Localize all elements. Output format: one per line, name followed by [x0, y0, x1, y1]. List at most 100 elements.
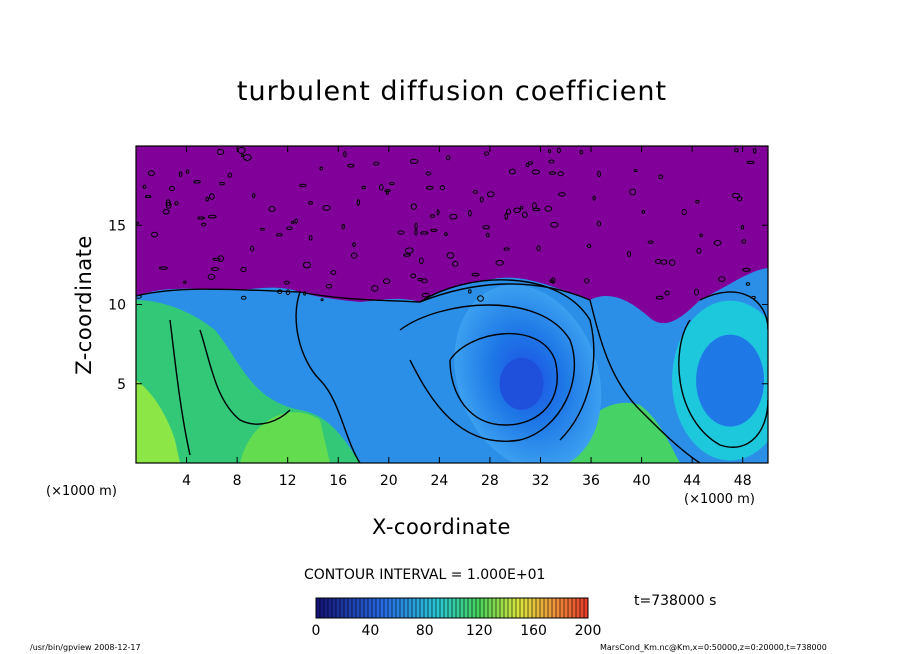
contour-speck — [536, 245, 541, 252]
x-tick-label: 44 — [683, 473, 701, 489]
colorbar-cell — [556, 598, 561, 618]
contour-speck — [216, 148, 225, 156]
contour-speck — [303, 291, 307, 296]
field-eddy-core — [499, 357, 544, 410]
contour-speck — [183, 280, 187, 284]
contour-speck — [319, 166, 324, 171]
contour-speck — [519, 205, 524, 210]
colorbar-cell — [520, 598, 525, 618]
contour-speck — [378, 184, 384, 191]
colorbar-cell — [560, 598, 565, 618]
colorbar-cell — [340, 598, 345, 618]
x-tick-label: 4 — [182, 473, 191, 489]
contour-speck — [207, 214, 217, 219]
contour-speck — [485, 232, 490, 238]
contour-speck — [429, 214, 436, 218]
contour-speck — [584, 278, 590, 284]
contour-speck — [193, 180, 202, 184]
colorbar-cell — [412, 598, 417, 618]
contour-speck — [210, 267, 220, 271]
contour-speck — [741, 239, 747, 244]
contour-speck — [446, 252, 455, 259]
x-tick-label: 32 — [532, 473, 550, 489]
colorbar-cell — [576, 598, 581, 618]
colorbar-tick-label: 200 — [575, 623, 602, 639]
contour-speck — [240, 266, 247, 273]
colorbar-cell — [460, 598, 465, 618]
contour-speck — [745, 282, 751, 286]
contour-speck — [294, 218, 299, 224]
x-tick-label: 36 — [582, 473, 600, 489]
contour-speck — [409, 158, 419, 164]
footer-left: /usr/bin/gpview 2008-12-17 — [30, 643, 141, 652]
colorbar-cell — [360, 598, 365, 618]
contour-speck — [681, 209, 687, 216]
contour-speck — [592, 195, 596, 201]
contour-speck — [302, 261, 311, 269]
x-tick-label: 24 — [430, 473, 448, 489]
contour-speck — [486, 191, 495, 198]
contour-speck — [426, 185, 434, 190]
contour-speck — [430, 228, 438, 233]
contour-speck — [695, 199, 700, 204]
colorbar-tick-label: 80 — [416, 623, 434, 639]
colorbar-cell — [484, 598, 489, 618]
contour-speck — [151, 231, 159, 238]
contour-speck — [436, 209, 440, 216]
colorbar-cell — [356, 598, 361, 618]
time-label: t=738000 s — [634, 593, 717, 609]
contour-speck — [641, 209, 646, 214]
colorbar-cell — [464, 598, 469, 618]
contour-speck — [308, 201, 313, 205]
contour-speck — [418, 257, 424, 265]
field-region — [240, 412, 330, 463]
contour-line — [169, 319, 191, 456]
contour-speck — [734, 148, 739, 153]
y-tick-label: 5 — [117, 377, 126, 393]
contour-speck — [548, 171, 556, 175]
contour-speck — [699, 233, 703, 238]
contour-speck — [276, 233, 283, 237]
contour-speck — [508, 168, 516, 175]
contour-speck — [212, 257, 221, 261]
colorbar-cell — [444, 598, 449, 618]
colorbar-cell — [452, 598, 457, 618]
contour-speck — [550, 221, 559, 228]
colorbar-cell — [564, 598, 569, 618]
colorbar-cell — [364, 598, 369, 618]
x-unit-label-right: (×1000 m) — [684, 492, 755, 507]
contour-speck — [467, 209, 472, 217]
colorbar-cell — [488, 598, 493, 618]
colorbar-cell — [376, 598, 381, 618]
contour-speck — [373, 161, 380, 166]
contour-speck — [503, 247, 510, 251]
colorbar-cell — [468, 598, 473, 618]
x-axis-label: X-coordinate — [372, 515, 511, 539]
contour-speck — [445, 155, 451, 161]
contour-speck — [669, 259, 676, 267]
contour-line — [678, 319, 768, 448]
colorbar-cell — [384, 598, 389, 618]
field-upper-region — [136, 146, 768, 324]
contour-speck — [356, 199, 360, 206]
contour-speck — [361, 185, 366, 190]
contour-speck — [664, 290, 670, 296]
contour-speck — [417, 277, 424, 282]
contour-speck — [165, 199, 171, 207]
colorbar-cell — [392, 598, 397, 618]
colorbar-cell — [424, 598, 429, 618]
contour-speck — [551, 277, 556, 284]
x-tick-label: 48 — [734, 473, 752, 489]
colorbar-cell — [544, 598, 549, 618]
contour-speck — [285, 289, 291, 296]
contour-speck — [740, 224, 745, 230]
x-tick-label: 40 — [633, 473, 651, 489]
contour-speck — [544, 205, 553, 212]
contour-speck — [240, 154, 245, 158]
contour-speck — [444, 232, 448, 237]
contour-speck — [731, 192, 741, 199]
colorbar-frame — [315, 597, 589, 619]
contour-speck — [410, 203, 417, 210]
contour-speck — [718, 276, 726, 282]
contour-speck — [548, 159, 555, 164]
